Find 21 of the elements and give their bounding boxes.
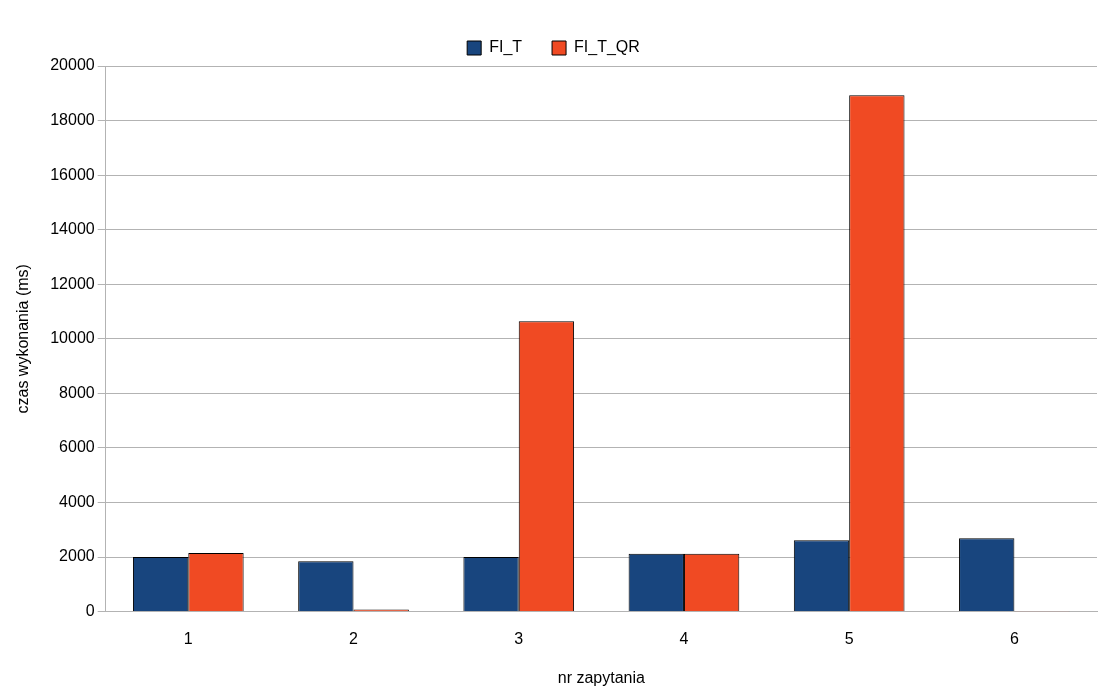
- x-tick-label: 6: [1009, 629, 1019, 647]
- y-tick-label: 6000: [59, 438, 95, 456]
- y-tick-label: 0: [85, 602, 95, 620]
- y-tick-label: 14000: [50, 220, 95, 238]
- x-tick-label: 2: [349, 629, 359, 647]
- y-tick-label: 4000: [59, 492, 95, 510]
- x-tick-label: 5: [844, 629, 854, 647]
- legend-label: FI_T: [489, 38, 523, 57]
- y-tick-label: 20000: [50, 56, 95, 74]
- legend-label: FI_T_QR: [574, 38, 640, 57]
- y-tick-label: 8000: [59, 383, 95, 401]
- y-tick-label: 10000: [50, 329, 95, 347]
- x-axis-title: nr zapytania: [557, 668, 646, 686]
- y-axis-title: czas wykonania (ms): [14, 264, 32, 414]
- x-tick-label: 1: [183, 629, 193, 647]
- y-tick-label: 18000: [50, 110, 95, 128]
- y-tick-label: 12000: [50, 274, 95, 292]
- x-tick-label: 4: [679, 629, 689, 647]
- y-tick-label: 16000: [50, 165, 95, 183]
- y-tick-label: 2000: [59, 547, 95, 565]
- x-tick-label: 3: [514, 629, 524, 647]
